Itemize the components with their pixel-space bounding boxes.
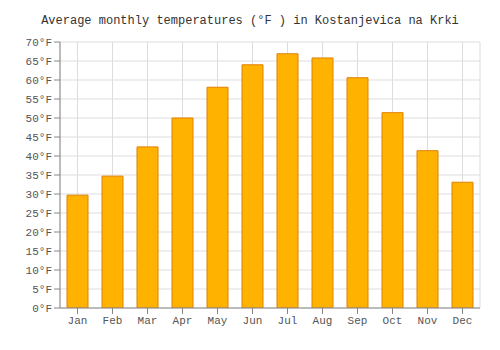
svg-text:65°F: 65°F — [26, 56, 52, 68]
svg-text:Nov: Nov — [418, 315, 438, 327]
svg-text:35°F: 35°F — [26, 170, 52, 182]
svg-text:40°F: 40°F — [26, 151, 52, 163]
svg-text:25°F: 25°F — [26, 208, 52, 220]
svg-text:10°F: 10°F — [26, 265, 52, 277]
svg-text:Jul: Jul — [278, 315, 298, 327]
svg-text:60°F: 60°F — [26, 75, 52, 87]
svg-text:May: May — [208, 315, 228, 327]
svg-text:70°F: 70°F — [26, 37, 52, 49]
svg-text:15°F: 15°F — [26, 246, 52, 258]
svg-text:Mar: Mar — [138, 315, 158, 327]
svg-text:Aug: Aug — [313, 315, 333, 327]
svg-text:Sep: Sep — [348, 315, 368, 327]
svg-text:55°F: 55°F — [26, 94, 52, 106]
svg-text:0°F: 0°F — [32, 303, 52, 315]
svg-text:30°F: 30°F — [26, 189, 52, 201]
svg-text:Jan: Jan — [68, 315, 88, 327]
svg-text:Apr: Apr — [173, 315, 193, 327]
svg-text:5°F: 5°F — [32, 284, 52, 296]
svg-text:Feb: Feb — [103, 315, 123, 327]
svg-text:Oct: Oct — [383, 315, 403, 327]
svg-text:45°F: 45°F — [26, 132, 52, 144]
svg-text:20°F: 20°F — [26, 227, 52, 239]
svg-text:Jun: Jun — [243, 315, 263, 327]
svg-text:Dec: Dec — [453, 315, 473, 327]
html-text:Average monthly temperatures (: Average monthly temperatures (°F ) in Ko… — [41, 14, 459, 28]
svg-text:50°F: 50°F — [26, 113, 52, 125]
